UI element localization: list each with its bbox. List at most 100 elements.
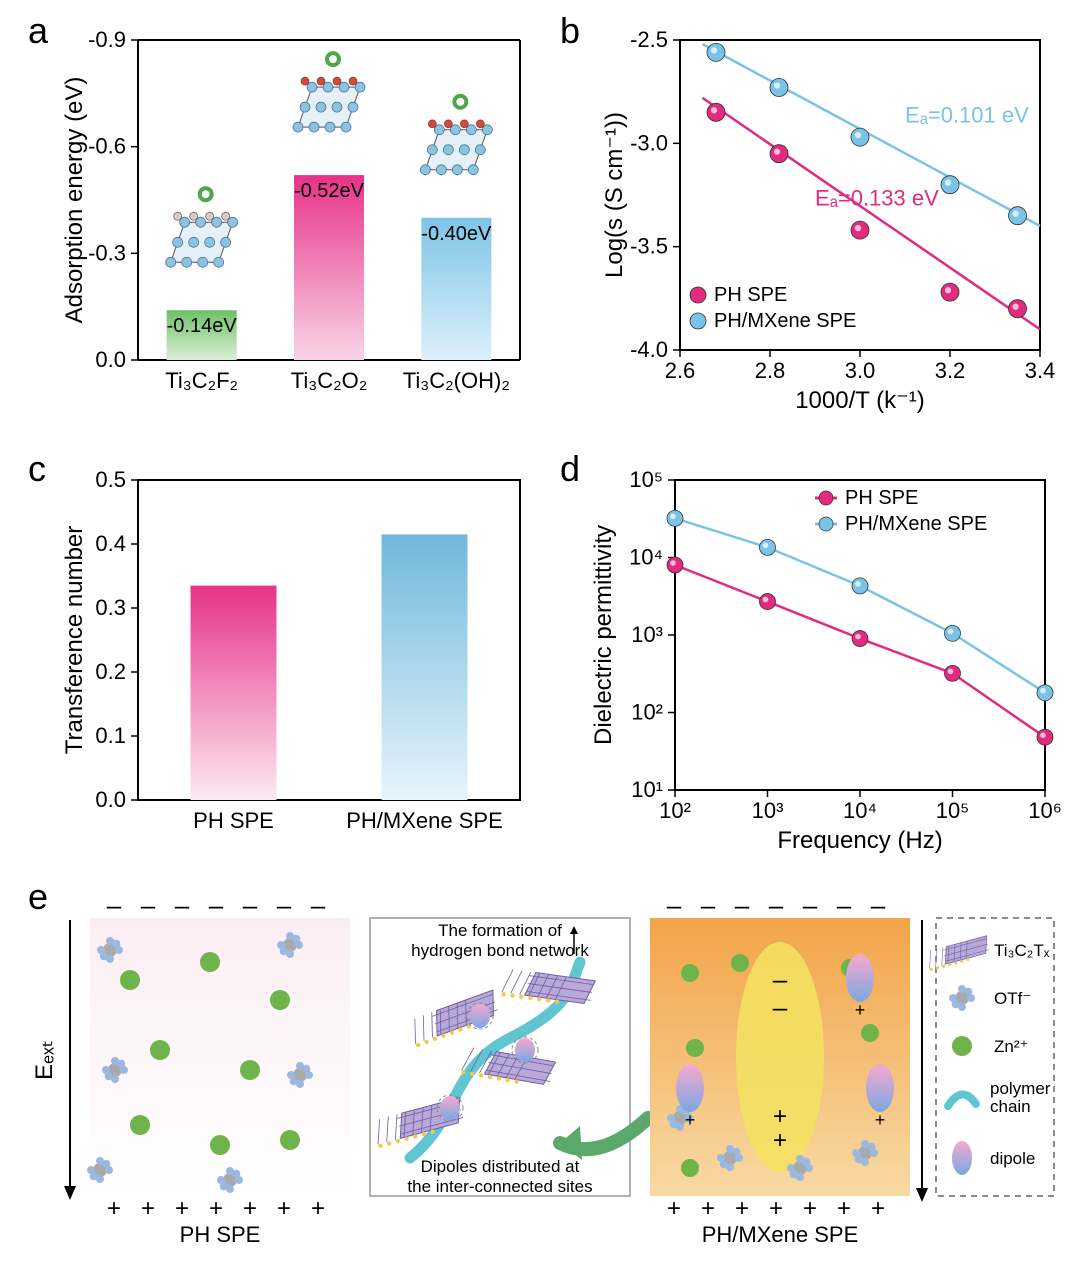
svg-text:+: + bbox=[175, 1195, 189, 1222]
svg-text:+: + bbox=[803, 1195, 817, 1222]
svg-text:10⁴: 10⁴ bbox=[629, 545, 663, 570]
svg-text:–: – bbox=[701, 890, 716, 920]
svg-text:0.2: 0.2 bbox=[95, 659, 126, 684]
svg-text:Ti₃C₂O₂: Ti₃C₂O₂ bbox=[291, 368, 368, 393]
svg-text:10⁵: 10⁵ bbox=[936, 798, 970, 823]
svg-text:-3.0: -3.0 bbox=[630, 130, 668, 155]
svg-text:chain: chain bbox=[990, 1097, 1031, 1116]
svg-text:The formation of: The formation of bbox=[438, 921, 562, 940]
svg-text:0.0: 0.0 bbox=[95, 787, 126, 812]
svg-text:–: – bbox=[277, 890, 292, 920]
panel-label-a: a bbox=[28, 10, 48, 52]
svg-text:+: + bbox=[685, 1110, 696, 1130]
svg-text:0.1: 0.1 bbox=[95, 723, 126, 748]
svg-text:the inter-connected sites: the inter-connected sites bbox=[407, 1177, 592, 1196]
svg-text:–: – bbox=[871, 890, 886, 920]
svg-text:+: + bbox=[277, 1195, 291, 1222]
svg-text:+: + bbox=[773, 1103, 787, 1130]
svg-text:PH/MXene SPE: PH/MXene SPE bbox=[845, 513, 987, 535]
svg-text:3.2: 3.2 bbox=[935, 358, 966, 383]
svg-text:10⁶: 10⁶ bbox=[1028, 798, 1062, 823]
svg-text:PH/MXene SPE: PH/MXene SPE bbox=[714, 310, 856, 332]
svg-text:Eₐ=0.101 eV: Eₐ=0.101 eV bbox=[905, 103, 1029, 128]
svg-text:+: + bbox=[773, 1127, 787, 1154]
svg-text:-0.52eV: -0.52eV bbox=[294, 180, 365, 202]
svg-text:PH SPE: PH SPE bbox=[714, 284, 787, 306]
svg-text:–: – bbox=[209, 890, 224, 920]
svg-text:–: – bbox=[311, 890, 326, 920]
svg-text:PH SPE: PH SPE bbox=[193, 808, 274, 833]
svg-text:–: – bbox=[769, 890, 784, 920]
panel-c-chart: 0.0 0.1 0.2 0.3 0.4 0.5 Transference number PH … bbox=[60, 460, 540, 860]
svg-text:Adsorption energy (eV): Adsorption energy (eV) bbox=[61, 77, 88, 324]
svg-text:–: – bbox=[773, 964, 788, 994]
svg-text:+: + bbox=[735, 1195, 749, 1222]
svg-text:2.8: 2.8 bbox=[755, 358, 786, 383]
svg-text:Zn²⁺: Zn²⁺ bbox=[994, 1037, 1028, 1056]
svg-text:0.3: 0.3 bbox=[95, 595, 126, 620]
svg-text:Frequency (Hz): Frequency (Hz) bbox=[777, 827, 942, 854]
svg-text:PH SPE: PH SPE bbox=[845, 487, 918, 509]
svg-text:Log(s (S cm⁻¹)): Log(s (S cm⁻¹)) bbox=[601, 112, 628, 278]
svg-text:-0.3: -0.3 bbox=[88, 240, 126, 265]
svg-text:–: – bbox=[773, 992, 788, 1022]
svg-text:10⁵: 10⁵ bbox=[629, 467, 663, 492]
svg-text:10¹: 10¹ bbox=[631, 777, 663, 802]
svg-text:0.0: 0.0 bbox=[95, 347, 126, 372]
svg-text:hydrogen bond network: hydrogen bond network bbox=[411, 941, 589, 960]
svg-text:+: + bbox=[141, 1195, 155, 1222]
svg-text:+: + bbox=[311, 1195, 325, 1222]
svg-text:–: – bbox=[803, 890, 818, 920]
svg-text:0.4: 0.4 bbox=[95, 531, 126, 556]
svg-text:PH SPE: PH SPE bbox=[180, 1222, 261, 1247]
svg-text:+: + bbox=[107, 1195, 121, 1222]
svg-text:Eₑₓₜ: Eₑₓₜ bbox=[31, 1040, 58, 1080]
svg-text:+: + bbox=[701, 1195, 715, 1222]
svg-text:–: – bbox=[243, 890, 258, 920]
svg-text:+: + bbox=[837, 1195, 851, 1222]
svg-text:+: + bbox=[667, 1195, 681, 1222]
svg-text:10⁴: 10⁴ bbox=[843, 798, 877, 823]
svg-text:–: – bbox=[667, 890, 682, 920]
svg-text:–: – bbox=[175, 890, 190, 920]
svg-text:+: + bbox=[243, 1195, 257, 1222]
panel-label-d: d bbox=[560, 448, 580, 490]
svg-text:-2.5: -2.5 bbox=[630, 27, 668, 52]
svg-text:+: + bbox=[769, 1195, 783, 1222]
panel-d-chart: 10²10³10⁴10⁵10⁶10¹10²10³10⁴10⁵Frequency … bbox=[585, 460, 1065, 860]
svg-text:PH/MXene SPE: PH/MXene SPE bbox=[346, 808, 503, 833]
svg-text:OTf⁻: OTf⁻ bbox=[994, 989, 1031, 1008]
panel-label-b: b bbox=[560, 10, 580, 52]
svg-text:10³: 10³ bbox=[631, 622, 663, 647]
svg-text:1000/T (k⁻¹): 1000/T (k⁻¹) bbox=[795, 387, 925, 414]
svg-text:-3.5: -3.5 bbox=[630, 234, 668, 259]
svg-text:-0.6: -0.6 bbox=[88, 134, 126, 159]
svg-text:-4.0: -4.0 bbox=[630, 337, 668, 362]
svg-text:+: + bbox=[871, 1195, 885, 1222]
svg-text:polymer: polymer bbox=[990, 1079, 1051, 1098]
svg-text:10²: 10² bbox=[631, 700, 663, 725]
svg-text:Ti₃C₂Tₓ: Ti₃C₂Tₓ bbox=[994, 941, 1050, 960]
svg-text:Transference number: Transference number bbox=[61, 526, 88, 755]
svg-text:+: + bbox=[209, 1195, 223, 1222]
svg-text:–: – bbox=[735, 890, 750, 920]
svg-text:Ti₃C₂(OH)₂: Ti₃C₂(OH)₂ bbox=[403, 368, 510, 393]
svg-text:-0.14eV: -0.14eV bbox=[167, 315, 238, 337]
svg-text:3.4: 3.4 bbox=[1025, 358, 1056, 383]
svg-text:+: + bbox=[855, 1000, 866, 1020]
svg-text:+: + bbox=[875, 1110, 886, 1130]
svg-text:–: – bbox=[141, 890, 156, 920]
panel-a-chart: 0.0-0.3-0.6-0.9Adsorption energy (eV)-0.… bbox=[60, 20, 540, 420]
panel-e-schematic: Eₑₓₜ–––––––+++++++PH SPEThe formation of… bbox=[40, 890, 1060, 1260]
svg-text:–: – bbox=[107, 890, 122, 920]
svg-text:Ti₃C₂F₂: Ti₃C₂F₂ bbox=[165, 368, 238, 393]
svg-text:3.0: 3.0 bbox=[845, 358, 876, 383]
svg-text:Eₐ=0.133 eV: Eₐ=0.133 eV bbox=[815, 185, 939, 210]
svg-text:Dipoles distributed at: Dipoles distributed at bbox=[421, 1157, 580, 1176]
svg-text:2.6: 2.6 bbox=[665, 358, 696, 383]
svg-text:0.5: 0.5 bbox=[95, 467, 126, 492]
panel-b-chart: 2.6 2.8 3.0 3.2 3.4 -4.0 -3.5 -3.0 -2.5 1000/T (k… bbox=[600, 20, 1060, 420]
panel-label-c: c bbox=[28, 448, 46, 490]
svg-text:Dielectric permittivity: Dielectric permittivity bbox=[590, 525, 617, 745]
svg-text:10³: 10³ bbox=[752, 798, 784, 823]
